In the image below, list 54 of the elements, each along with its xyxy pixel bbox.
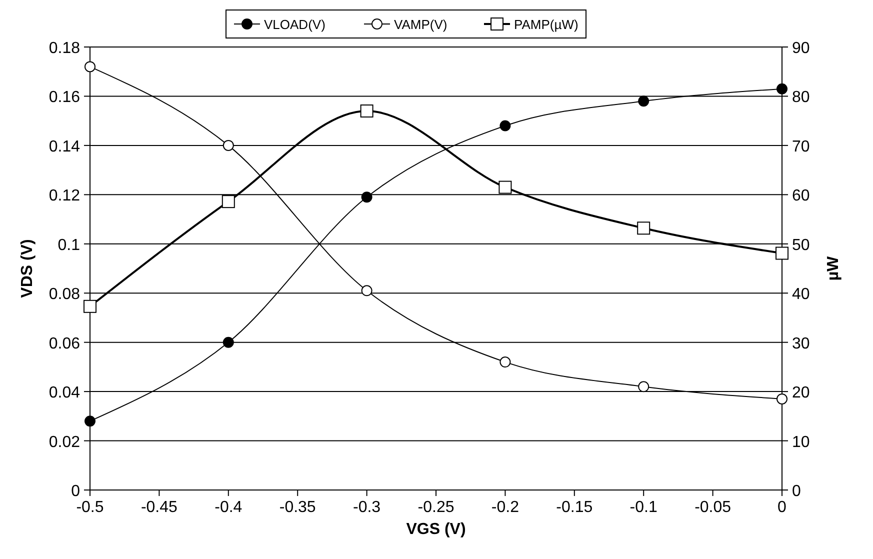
point: [500, 120, 511, 132]
y2-axis-title: µW: [825, 255, 842, 281]
point: [638, 96, 650, 107]
point: [84, 61, 96, 72]
x-tick-label: 0: [778, 499, 787, 516]
y2-tick-label: 0: [792, 483, 801, 500]
y2-tick-label: 50: [792, 236, 810, 254]
point: [500, 356, 511, 368]
point: [638, 381, 650, 392]
x-tick-label: -0.1: [630, 499, 658, 516]
y-tick-label: 0.08: [48, 286, 80, 304]
point: [637, 222, 650, 235]
y-tick-label: 0.12: [48, 188, 80, 205]
legend-label: VAMP(V): [394, 17, 448, 32]
point: [222, 140, 234, 151]
y-tick-label: 0.18: [48, 40, 80, 57]
x-tick-label: -0.2: [491, 499, 520, 516]
x-tick-label: -0.35: [279, 499, 316, 516]
point: [84, 300, 96, 313]
y2-tick-label: 70: [792, 138, 810, 156]
y2-tick-label: 20: [792, 384, 810, 402]
point: [222, 195, 235, 208]
x-tick-label: -0.05: [694, 499, 732, 516]
x-tick-label: -0.5: [76, 499, 104, 516]
y2-tick-label: 30: [792, 335, 810, 352]
y-tick-label: 0.16: [48, 89, 80, 106]
x-tick-label: -0.15: [556, 499, 593, 516]
y-tick-label: 0.14: [48, 138, 80, 156]
point: [361, 192, 372, 203]
x-tick-label: -0.4: [214, 499, 242, 516]
y-axis-title: VDS (V): [19, 239, 36, 298]
y-tick-label: 0.02: [48, 434, 80, 451]
y2-tick-label: 80: [792, 89, 810, 106]
x-tick-label: -0.3: [353, 499, 381, 516]
y-tick-label: 0.06: [48, 335, 80, 352]
point: [84, 416, 96, 427]
y-tick-label: 0: [71, 483, 80, 500]
x-tick-label: -0.25: [418, 499, 454, 516]
y-tick-label: 0.04: [48, 384, 80, 402]
point: [776, 246, 788, 260]
x-axis-title: VGS (V): [406, 521, 466, 538]
point: [360, 104, 374, 118]
y2-tick-label: 10: [792, 434, 810, 451]
point: [776, 83, 788, 94]
y2-tick-label: 40: [792, 286, 810, 304]
point: [361, 285, 372, 296]
point: [222, 336, 234, 348]
legend-label: VLOAD(V): [264, 17, 326, 32]
y2-tick-label: 60: [792, 188, 810, 205]
y2-tick-label: 90: [792, 40, 810, 57]
point: [498, 180, 512, 194]
legend-label: PAMP(µW): [514, 17, 578, 32]
y-tick-label: 0.1: [58, 236, 80, 254]
x-tick-label: -0.45: [140, 499, 178, 516]
